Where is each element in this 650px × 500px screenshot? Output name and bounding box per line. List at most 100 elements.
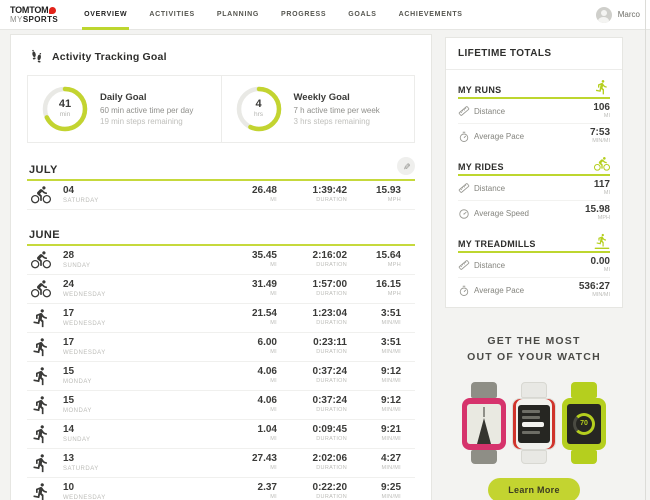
bike-icon <box>31 279 51 299</box>
stat-value: 0.00 <box>590 255 610 267</box>
nav-item-activities[interactable]: ACTIVITIES <box>149 11 195 18</box>
stat-label: Average Speed <box>474 209 530 218</box>
daily-goal-target: 60 min active time per day <box>100 106 194 115</box>
tomtom-logo[interactable]: TOMTOM MYSPORTS <box>10 5 58 24</box>
activity-value: 0:37:24 <box>312 366 347 378</box>
activity-value: 4.06 <box>257 366 277 378</box>
activity-row[interactable]: 13 SATURDAY 27.43 MI 2:02:06 DURATION 4:27 MI… <box>27 449 415 478</box>
activity-value: 1:57:00 <box>312 279 347 291</box>
activity-weekday: SUNDAY <box>63 437 91 443</box>
user-menu[interactable]: Marco <box>595 6 640 23</box>
activity-weekday: WEDNESDAY <box>63 321 106 327</box>
activity-value: 31.49 <box>251 279 277 291</box>
stat-value: 15.98 <box>584 204 610 216</box>
weekly-goal-donut: 4 hrs <box>236 86 282 132</box>
lifetime-stat: Distance 117 MI <box>458 176 610 201</box>
activity-unit: DURATION <box>316 197 347 204</box>
edit-button[interactable]: ✎ <box>397 157 415 175</box>
weekly-goal: 4 hrs Weekly Goal 7 h active time per we… <box>220 76 415 142</box>
activity-value: 2.37 <box>257 482 277 494</box>
lifetime-group-name: MY RUNS <box>458 85 502 95</box>
activity-weekday: WEDNESDAY <box>63 292 106 298</box>
activity-value: 1:23:04 <box>312 308 347 320</box>
activity-row[interactable]: 17 WEDNESDAY 6.00 MI 0:23:11 DURATION 3:51 MI… <box>27 333 415 362</box>
activity-list: JULY ✎ 04 SATURDAY 26.48 MI 1:39:42 DURATIO… <box>27 157 415 500</box>
watch-images: 70 <box>445 381 623 464</box>
activity-value: 27.43 <box>251 453 277 465</box>
activity-day: 24 <box>63 279 75 290</box>
learn-more-button[interactable]: Learn More <box>488 477 580 500</box>
nav-item-goals[interactable]: GOALS <box>348 11 377 18</box>
goals-box: 41 min Daily Goal 60 min active time per… <box>27 75 415 143</box>
daily-goal-donut: 41 min <box>42 86 88 132</box>
daily-goal: 41 min Daily Goal 60 min active time per… <box>28 76 221 142</box>
lifetime-stat: Average Pace 536:27 MIN/MI <box>458 278 610 303</box>
activity-unit: MI <box>270 465 277 472</box>
activity-value: 0:09:45 <box>312 424 347 436</box>
activity-unit: MIN/MI <box>381 407 401 414</box>
footprints-icon <box>32 49 42 63</box>
ruler-icon <box>458 259 470 271</box>
stat-unit: MIN/MI <box>592 138 610 145</box>
watch-progress-ring: 70 <box>573 412 595 435</box>
activity-value: 4:27 <box>380 453 401 465</box>
activity-row[interactable]: 14 SUNDAY 1.04 MI 0:09:45 DURATION 9:21 MIN/M… <box>27 420 415 449</box>
stat-value: 117 <box>593 178 610 190</box>
activity-unit: MI <box>270 494 277 500</box>
activity-unit: MI <box>270 320 277 327</box>
activity-unit: MI <box>270 262 277 269</box>
page-title: Activity Tracking Goal <box>52 51 167 63</box>
avatar <box>595 6 612 23</box>
run-icon <box>31 395 51 415</box>
activity-weekday: WEDNESDAY <box>63 350 106 356</box>
activity-day: 17 <box>63 308 75 319</box>
run-icon <box>31 482 51 500</box>
ruler-icon <box>458 105 470 117</box>
nav-item-progress[interactable]: PROGRESS <box>280 11 327 18</box>
lifetime-group-name: MY TREADMILLS <box>458 239 536 249</box>
stat-unit: MPH <box>597 215 610 222</box>
activity-day: 10 <box>63 482 75 493</box>
activity-unit: DURATION <box>316 436 347 443</box>
nav-item-planning[interactable]: PLANNING <box>216 11 259 18</box>
month-section-july: JULY ✎ 04 SATURDAY 26.48 MI 1:39:42 DURATIO… <box>27 157 415 210</box>
activity-unit: MPH <box>387 197 401 204</box>
activity-unit: DURATION <box>316 407 347 414</box>
activity-day: 15 <box>63 395 75 406</box>
activity-value: 26.48 <box>251 185 277 197</box>
nav-item-overview[interactable]: OVERVIEW <box>82 0 130 30</box>
activity-unit: DURATION <box>316 262 347 269</box>
speedometer-icon <box>458 208 470 220</box>
logo-text-my: MY <box>10 14 23 24</box>
activity-value: 4.06 <box>257 395 277 407</box>
run-icon <box>31 308 51 328</box>
stat-label: Average Pace <box>474 132 525 141</box>
activity-row[interactable]: 17 WEDNESDAY 21.54 MI 1:23:04 DURATION 3:51 M… <box>27 304 415 333</box>
lifetime-stat: Average Pace 7:53 MIN/MI <box>458 124 610 149</box>
activity-value: 21.54 <box>251 308 277 320</box>
scrollbar-track[interactable] <box>645 0 646 500</box>
nav-item-achievements[interactable]: ACHIEVEMENTS <box>398 11 463 18</box>
activity-row[interactable]: 24 WEDNESDAY 31.49 MI 1:57:00 DURATION 16.15… <box>27 275 415 304</box>
activity-unit: MI <box>270 407 277 414</box>
activity-weekday: SATURDAY <box>63 198 99 204</box>
username: Marco <box>617 10 640 19</box>
activity-value: 2:16:02 <box>312 250 347 262</box>
activity-row[interactable]: 28 SUNDAY 35.45 MI 2:16:02 DURATION 15.64 MPH <box>27 246 415 275</box>
activity-unit: MIN/MI <box>381 436 401 443</box>
activity-row[interactable]: 10 WEDNESDAY 2.37 MI 0:22:20 DURATION 9:25 MI… <box>27 478 415 500</box>
activity-value: 1.04 <box>257 424 277 436</box>
stat-value: 536:27 <box>578 281 610 293</box>
activity-row[interactable]: 15 MONDAY 4.06 MI 0:37:24 DURATION 9:12 MIN/M… <box>27 362 415 391</box>
lifetime-group-name: MY RIDES <box>458 162 504 172</box>
run-icon <box>31 453 51 473</box>
activity-value: 9:25 <box>380 482 401 494</box>
run-icon <box>31 424 51 444</box>
activity-row[interactable]: 15 MONDAY 4.06 MI 0:37:24 DURATION 9:12 MIN/M… <box>27 391 415 420</box>
run-icon <box>594 79 610 95</box>
lifetime-stat: Distance 106 MI <box>458 99 610 124</box>
activity-unit: MIN/MI <box>381 465 401 472</box>
pencil-icon: ✎ <box>401 162 412 170</box>
activity-unit: MI <box>270 291 277 298</box>
activity-row[interactable]: 04 SATURDAY 26.48 MI 1:39:42 DURATION 15.93 M… <box>27 181 415 210</box>
